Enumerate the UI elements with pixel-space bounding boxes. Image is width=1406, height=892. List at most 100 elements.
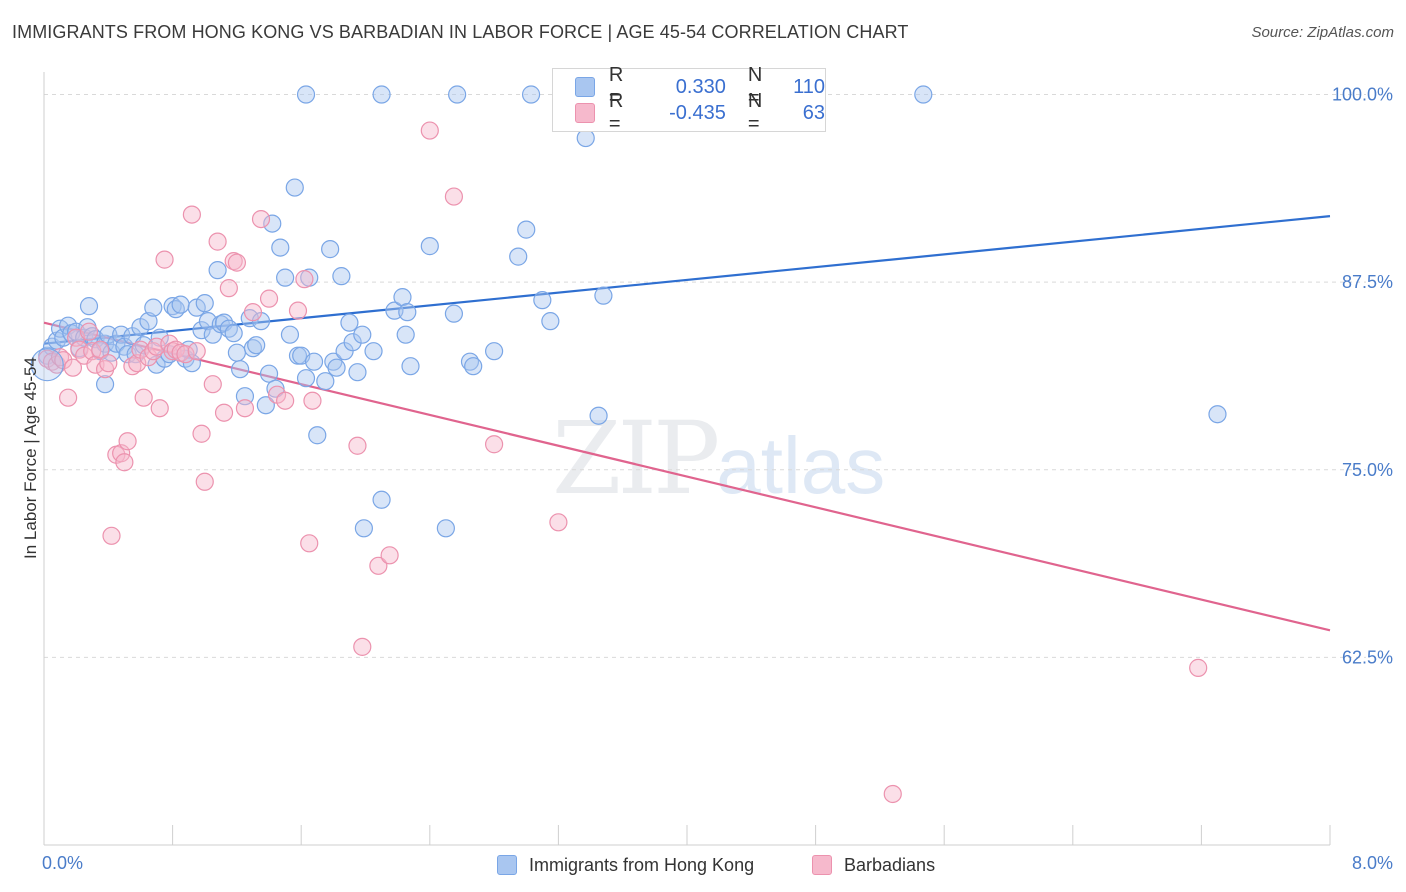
data-point [259, 289, 279, 308]
data-point [444, 187, 464, 206]
data-point [288, 301, 308, 320]
legend-swatch-hong-kong [575, 77, 595, 97]
data-point [372, 85, 391, 104]
data-point [243, 339, 263, 358]
data-point [208, 261, 227, 280]
data-point [256, 396, 275, 415]
data-point [150, 399, 169, 418]
data-point [396, 325, 415, 344]
data-point [304, 352, 324, 371]
data-point [517, 220, 536, 239]
watermark-atlas: atlas [716, 421, 886, 510]
legend-row-hong-kong: R = 0.330 N = 110 [575, 64, 826, 109]
data-point [348, 436, 367, 455]
data-point [343, 333, 362, 352]
data-point [144, 298, 163, 317]
data-point [354, 519, 373, 538]
data-point [219, 279, 238, 298]
series-barbadians [38, 121, 1208, 804]
data-point [353, 637, 372, 656]
data-point [393, 288, 412, 307]
data-point [353, 325, 372, 344]
legend-r-label: R = [608, 64, 624, 109]
data-point [139, 312, 158, 331]
data-point [79, 322, 99, 341]
data-point [883, 784, 902, 804]
data-point [187, 342, 206, 361]
data-point [303, 391, 322, 410]
data-point [308, 426, 327, 445]
legend-n-value: 110 [793, 75, 826, 98]
data-point [263, 214, 282, 233]
data-point [509, 247, 528, 266]
data-point [271, 238, 290, 257]
data-point [243, 303, 263, 322]
data-point [118, 432, 137, 451]
data-point [420, 237, 439, 256]
data-point [549, 513, 568, 532]
data-point [166, 340, 185, 359]
data-point [247, 336, 266, 355]
data-point [589, 406, 608, 425]
data-point [171, 295, 190, 314]
data-point [285, 178, 304, 197]
legend-r-value: -0.435 [669, 101, 726, 124]
data-point [398, 303, 417, 322]
data-point [235, 399, 255, 418]
data-point [485, 342, 504, 361]
data-point [348, 363, 367, 382]
data-point [50, 348, 70, 367]
legend-n-label: N = [747, 90, 763, 135]
bottom-legend-barbadians[interactable]: Barbadians [812, 852, 935, 878]
series-hong-kong [38, 85, 1227, 538]
data-point [95, 375, 115, 394]
data-point [464, 357, 483, 376]
y-tick-label: 100.0% [1332, 85, 1393, 105]
watermark: ZIPatlas [552, 400, 885, 517]
data-point [134, 388, 153, 407]
trend-lines [43, 214, 1331, 632]
bottom-legend-label-barbadians: Barbadians [844, 854, 936, 875]
data-point [182, 354, 201, 373]
data-point [444, 304, 464, 323]
data-point [401, 357, 420, 376]
data-point [123, 357, 142, 376]
data-point [316, 372, 335, 391]
data-points [30, 85, 1227, 804]
data-point [296, 85, 316, 104]
data-point [1208, 405, 1227, 424]
data-point [176, 345, 195, 364]
data-point [1189, 658, 1208, 677]
data-point [276, 268, 295, 287]
data-point [259, 364, 279, 383]
trend-line-hong-kong [43, 214, 1331, 345]
data-point [533, 291, 552, 310]
data-point [214, 403, 234, 422]
data-point [295, 270, 314, 289]
data-point [203, 375, 222, 394]
watermark-zip: ZIP [552, 400, 720, 517]
y-tick-label: 62.5% [1342, 647, 1393, 667]
data-point [576, 128, 595, 148]
data-point [372, 490, 391, 509]
data-point [192, 321, 211, 340]
data-point [59, 388, 78, 407]
data-point [300, 534, 319, 553]
data-point [436, 519, 455, 538]
data-point [91, 340, 110, 359]
data-point [914, 85, 933, 104]
source-credit: Source: ZipAtlas.com [1251, 24, 1394, 41]
axes [43, 72, 1331, 846]
legend-row-barbadians: R = -0.435 N = 63 [575, 90, 825, 135]
bottom-legend-swatch-hong-kong [497, 855, 517, 875]
legend-r-label: R = [608, 90, 624, 135]
bottom-legend-hong-kong[interactable]: Immigrants from Hong Kong [497, 852, 754, 878]
bottom-legend-swatch-barbadians [812, 855, 832, 875]
y-tick-label: 75.0% [1342, 460, 1393, 480]
data-point [485, 435, 504, 454]
y-tick-label: 87.5% [1342, 272, 1393, 292]
data-point [182, 205, 201, 224]
data-point [340, 313, 359, 332]
x-tick-label-max: 8.0% [1352, 853, 1393, 873]
